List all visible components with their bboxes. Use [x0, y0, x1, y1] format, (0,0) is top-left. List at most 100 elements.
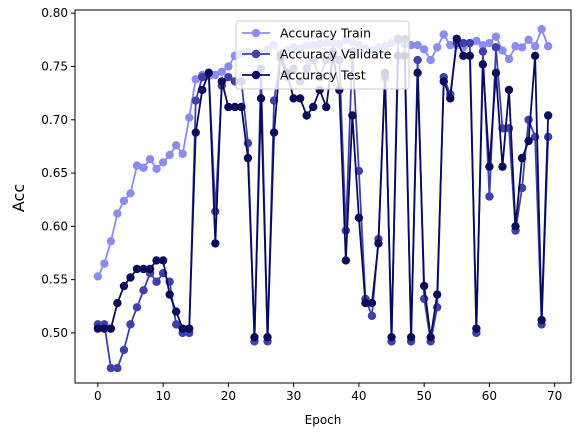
data-point-accuracy-train — [426, 55, 435, 65]
data-point-accuracy-train — [132, 161, 142, 170]
x-tick-label: 30 — [286, 389, 301, 403]
data-point-accuracy-validate — [478, 47, 488, 56]
data-point-accuracy-validate — [413, 55, 422, 65]
data-point-accuracy-train — [530, 42, 540, 51]
data-point-accuracy-train — [171, 141, 181, 150]
data-point-accuracy-test — [269, 128, 279, 137]
data-point-accuracy-validate — [491, 43, 501, 52]
data-point-accuracy-validate — [113, 363, 122, 373]
data-point-accuracy-train — [498, 46, 507, 55]
data-point-accuracy-validate — [152, 277, 161, 286]
data-point-accuracy-test — [341, 256, 351, 265]
data-point-accuracy-train — [433, 43, 442, 52]
data-point-accuracy-validate — [119, 345, 129, 355]
data-point-accuracy-test — [145, 264, 155, 274]
data-point-accuracy-test — [348, 111, 357, 120]
legend-label: Accuracy Train — [280, 26, 371, 41]
data-point-accuracy-test — [433, 290, 442, 299]
data-point-accuracy-train — [491, 32, 501, 41]
legend-marker — [251, 28, 261, 38]
data-point-accuracy-test — [165, 290, 174, 299]
data-point-accuracy-validate — [198, 72, 207, 82]
data-point-accuracy-validate — [224, 72, 233, 82]
data-point-accuracy-train — [152, 164, 161, 173]
data-point-accuracy-train — [517, 43, 527, 52]
data-point-accuracy-test — [289, 94, 298, 103]
legend-item-accuracy-train: Accuracy Train — [242, 26, 371, 41]
x-tick-label: 0 — [94, 389, 102, 403]
series-accuracy-test — [93, 34, 553, 342]
y-axis-label: Acc — [9, 184, 28, 212]
y-tick-label: 0.65 — [41, 166, 68, 180]
data-point-accuracy-test — [361, 298, 370, 308]
data-point-accuracy-test — [478, 60, 488, 69]
data-point-accuracy-train — [165, 150, 174, 160]
legend-label: Accuracy Validate — [280, 47, 392, 62]
data-point-accuracy-test — [119, 281, 129, 291]
data-point-accuracy-test — [263, 332, 272, 342]
data-point-accuracy-train — [478, 40, 488, 50]
data-point-accuracy-test — [543, 111, 553, 120]
data-point-accuracy-train — [211, 70, 220, 80]
data-point-accuracy-train — [113, 209, 122, 218]
data-point-accuracy-train — [413, 40, 422, 50]
x-axis-label: Epoch — [305, 413, 342, 427]
data-point-accuracy-test — [224, 102, 233, 112]
data-point-accuracy-test — [106, 324, 116, 333]
data-point-accuracy-test — [387, 332, 396, 342]
data-point-accuracy-test — [511, 222, 520, 231]
data-point-accuracy-validate — [485, 192, 494, 201]
x-tick-label: 60 — [482, 389, 497, 403]
legend-item-accuracy-test: Accuracy Test — [242, 68, 366, 83]
data-point-accuracy-validate — [419, 294, 429, 304]
data-point-accuracy-test — [204, 68, 213, 78]
data-point-accuracy-test — [517, 153, 527, 163]
data-point-accuracy-validate — [459, 38, 468, 48]
data-point-accuracy-train — [93, 272, 103, 281]
data-point-accuracy-train — [191, 75, 200, 84]
data-point-accuracy-test — [426, 332, 435, 342]
data-point-accuracy-train — [119, 196, 129, 205]
data-point-accuracy-train — [419, 45, 429, 54]
y-tick-label: 0.70 — [41, 113, 68, 127]
data-point-accuracy-test — [132, 264, 142, 274]
data-point-accuracy-test — [406, 332, 416, 342]
data-point-accuracy-train — [446, 40, 455, 50]
x-tick-label: 20 — [221, 389, 236, 403]
data-point-accuracy-test — [256, 94, 266, 103]
data-point-accuracy-validate — [211, 207, 220, 216]
data-point-accuracy-test — [295, 94, 305, 103]
data-point-accuracy-test — [185, 324, 194, 333]
x-axis: 0 10 20 30 40 50 60 70 — [94, 383, 562, 403]
x-tick-label: 70 — [547, 389, 562, 403]
data-point-accuracy-test — [139, 264, 148, 274]
data-point-accuracy-test — [485, 162, 494, 171]
data-point-accuracy-test — [243, 153, 253, 163]
data-point-accuracy-train — [504, 54, 514, 64]
legend-label: Accuracy Test — [280, 68, 366, 83]
data-point-accuracy-test — [446, 94, 455, 103]
data-point-accuracy-test — [439, 77, 448, 86]
data-point-accuracy-test — [524, 136, 533, 146]
data-point-accuracy-test — [250, 332, 259, 342]
data-point-accuracy-train — [100, 259, 109, 268]
data-point-accuracy-test — [211, 239, 220, 248]
data-point-accuracy-test — [113, 298, 122, 308]
data-point-accuracy-train — [178, 149, 187, 159]
data-point-accuracy-test — [452, 34, 461, 43]
data-point-accuracy-train — [439, 30, 448, 39]
data-point-accuracy-train — [217, 67, 227, 77]
data-point-accuracy-test — [472, 324, 481, 333]
data-point-accuracy-test — [419, 281, 429, 291]
data-point-accuracy-train — [158, 158, 168, 167]
data-point-accuracy-train — [524, 35, 533, 45]
x-tick-label: 10 — [155, 389, 170, 403]
data-point-accuracy-validate — [191, 96, 200, 105]
data-point-accuracy-test — [367, 298, 377, 308]
data-point-accuracy-test — [537, 315, 546, 325]
y-tick-label: 0.60 — [41, 219, 68, 233]
data-point-accuracy-train — [537, 24, 546, 34]
data-point-accuracy-test — [152, 256, 161, 265]
y-tick-label: 0.50 — [41, 326, 68, 340]
